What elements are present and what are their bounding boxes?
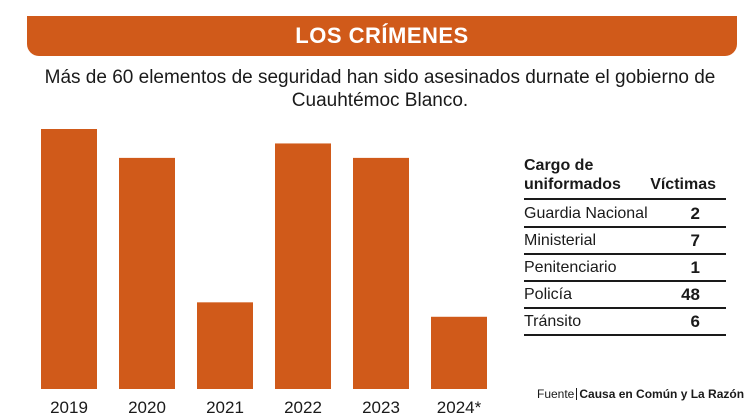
row-victimas: 1 — [690, 258, 700, 277]
row-cargo: Ministerial — [524, 232, 597, 249]
bar-2023 — [353, 157, 409, 389]
row-victimas: 2 — [690, 204, 700, 223]
x-tick-label: 2024* — [437, 398, 482, 417]
source-label: Fuente — [537, 387, 575, 401]
bar-2020 — [119, 157, 175, 389]
bar-chart: 2019 2020 2021 2022 2023 2024* — [41, 129, 487, 417]
table-row: Policía 48 — [524, 282, 726, 309]
x-tick-label: 2020 — [128, 398, 166, 417]
table-row: Tránsito 6 — [524, 309, 726, 336]
header-victimas: Víctimas — [650, 176, 716, 193]
row-victimas: 48 — [681, 285, 700, 304]
row-cargo: Guardia Nacional — [524, 205, 648, 222]
source-divider — [576, 388, 578, 400]
header-cargo: Cargo de uniformados — [524, 157, 621, 193]
table-header: Cargo de uniformados Víctimas — [524, 156, 726, 200]
row-cargo: Tránsito — [524, 313, 582, 330]
x-tick-label: 2019 — [50, 398, 88, 417]
row-cargo: Policía — [524, 286, 573, 303]
bar-2022 — [275, 143, 331, 389]
row-victimas: 6 — [690, 312, 700, 331]
victims-table: Cargo de uniformados Víctimas Guardia Na… — [524, 156, 726, 336]
source-text: Causa en Común y La Razón — [579, 387, 745, 401]
table-row: Penitenciario 1 — [524, 255, 726, 282]
x-tick-label: 2023 — [362, 398, 400, 417]
table-row: Ministerial 7 — [524, 228, 726, 255]
bar-2019 — [41, 129, 97, 389]
bar-2024 — [431, 316, 487, 389]
title-banner: LOS CRÍMENES — [27, 16, 737, 56]
row-cargo: Penitenciario — [524, 259, 617, 276]
page-title: LOS CRÍMENES — [295, 23, 469, 48]
source-credit: Fuente Causa en Común y La Razón — [537, 387, 744, 401]
x-tick-label: 2021 — [206, 398, 244, 417]
table-row: Guardia Nacional 2 — [524, 200, 726, 228]
row-victimas: 7 — [690, 231, 700, 250]
subtitle: Más de 60 elementos de seguridad han sid… — [44, 67, 716, 111]
bar-2021 — [197, 302, 253, 389]
x-tick-label: 2022 — [284, 398, 322, 417]
